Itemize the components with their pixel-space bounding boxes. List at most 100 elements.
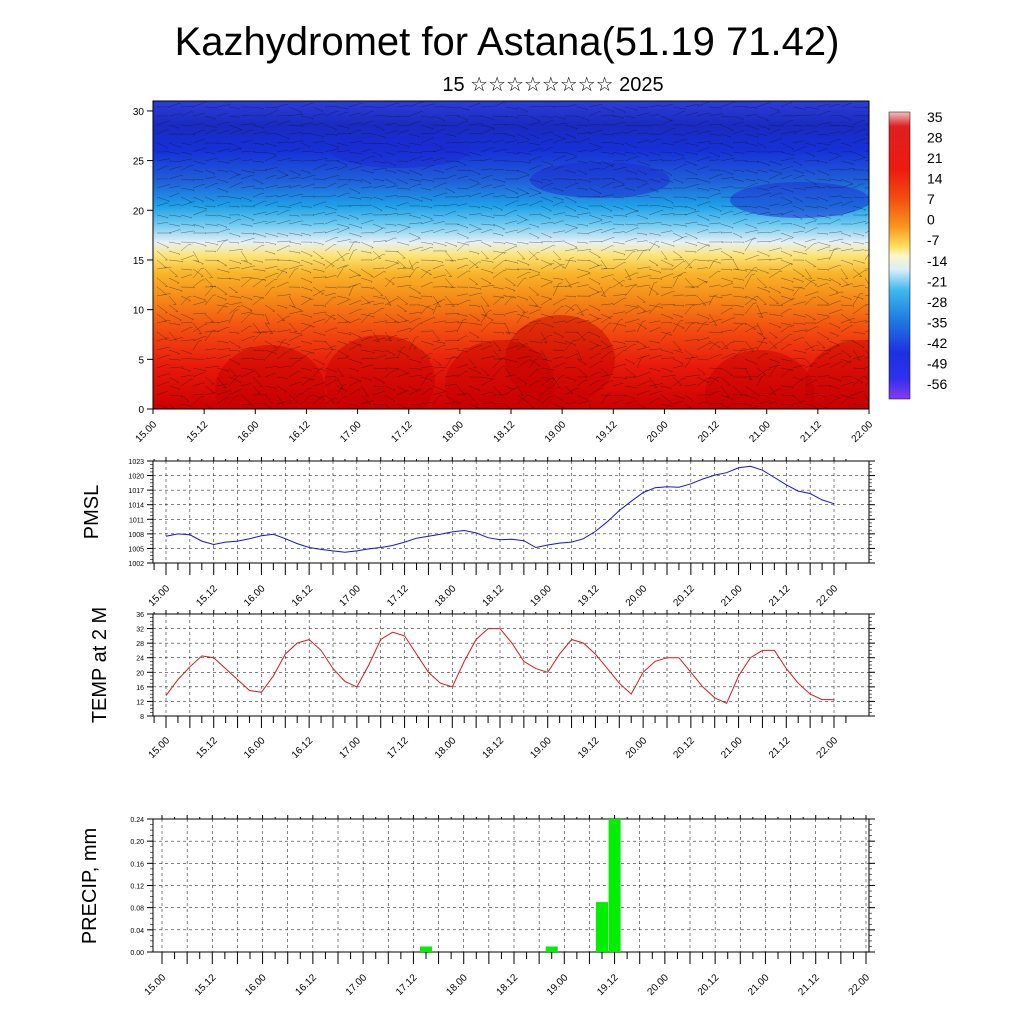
wind-barb-flag bbox=[709, 147, 711, 149]
wind-barb-flag bbox=[337, 110, 340, 112]
wind-barb bbox=[636, 304, 646, 312]
wind-barb bbox=[516, 394, 529, 403]
wind-barb bbox=[456, 128, 469, 135]
wind-barb-flag bbox=[777, 361, 780, 364]
wind-barb bbox=[528, 286, 539, 296]
x-tick-label: 18.12 bbox=[481, 583, 507, 609]
wind-barb bbox=[444, 374, 458, 378]
wind-barb bbox=[672, 157, 685, 162]
wind-barb-flag bbox=[674, 375, 676, 377]
wind-barb bbox=[264, 403, 273, 409]
x-tick-label: 17.00 bbox=[344, 972, 370, 998]
wind-barb-flag bbox=[205, 210, 207, 212]
wind-barb-flag bbox=[816, 227, 818, 229]
wind-barb bbox=[228, 358, 240, 365]
wind-barb bbox=[504, 196, 519, 198]
wind-barb bbox=[540, 295, 552, 300]
wind-barb bbox=[312, 212, 325, 216]
wind-barb bbox=[852, 349, 861, 361]
wind-barb-flag bbox=[393, 389, 396, 392]
wind-barb bbox=[288, 346, 300, 351]
wind-barb bbox=[516, 360, 527, 369]
wind-barb-flag bbox=[190, 217, 192, 219]
wind-barb bbox=[768, 185, 779, 189]
wind-barb bbox=[720, 115, 733, 118]
wind-barb bbox=[348, 250, 354, 261]
wind-barb-flag bbox=[612, 274, 614, 276]
wind-barb bbox=[744, 114, 757, 117]
wind-barb-flag bbox=[624, 363, 627, 366]
wind-barb-flag bbox=[302, 310, 304, 313]
wind-barb-flag bbox=[213, 173, 215, 175]
wind-barb-flag bbox=[856, 359, 861, 361]
wind-barb bbox=[540, 160, 553, 165]
wind-barb bbox=[492, 260, 505, 270]
wind-barb bbox=[420, 376, 433, 381]
wind-barb bbox=[492, 331, 504, 334]
wind-barb-flag bbox=[766, 120, 769, 122]
wind-barb bbox=[348, 376, 362, 382]
wind-barb-flag bbox=[194, 225, 196, 227]
wind-barb bbox=[600, 133, 614, 136]
wind-barb bbox=[480, 124, 495, 129]
wind-barb bbox=[852, 138, 866, 144]
wind-barb-flag bbox=[694, 199, 697, 201]
wind-barb bbox=[348, 241, 354, 252]
wind-barb-flag bbox=[767, 221, 770, 223]
wind-barb-flag bbox=[432, 137, 435, 139]
wind-barb bbox=[792, 124, 804, 127]
wind-barb bbox=[276, 245, 289, 252]
wind-barb-flag bbox=[799, 286, 803, 288]
wind-barb bbox=[828, 322, 841, 329]
wind-barb-flag bbox=[642, 320, 646, 323]
wind-barb bbox=[780, 369, 790, 378]
wind-barb bbox=[252, 124, 265, 129]
x-tick-label: 21.12 bbox=[767, 735, 793, 761]
wind-barb-flag bbox=[636, 109, 638, 111]
wind-barb-flag bbox=[323, 271, 325, 273]
wind-barb-flag bbox=[434, 103, 436, 105]
wind-barb-flag bbox=[372, 172, 374, 174]
wind-barb bbox=[240, 277, 252, 279]
wind-barb-flag bbox=[562, 356, 564, 358]
wind-barb bbox=[828, 202, 842, 207]
wind-barb bbox=[240, 259, 252, 265]
wind-barb bbox=[528, 252, 538, 261]
wind-barb-flag bbox=[274, 373, 277, 375]
wind-barb-flag bbox=[466, 351, 468, 353]
wind-barb bbox=[432, 214, 444, 217]
wind-barb-flag bbox=[610, 221, 612, 223]
wind-barb-flag bbox=[202, 372, 205, 374]
wind-barb bbox=[348, 102, 363, 108]
wind-barb-flag bbox=[516, 193, 518, 195]
wind-barb-flag bbox=[539, 274, 541, 276]
wind-barb bbox=[468, 367, 482, 374]
wind-barb-flag bbox=[274, 145, 277, 148]
wind-barb-flag bbox=[627, 278, 632, 281]
wind-barb-flag bbox=[359, 300, 362, 302]
wind-barb bbox=[276, 103, 287, 108]
wind-barb bbox=[288, 304, 302, 311]
wind-barb bbox=[288, 124, 303, 127]
wind-barb-flag bbox=[456, 357, 458, 359]
wind-barb bbox=[768, 268, 781, 270]
wind-barb bbox=[708, 159, 720, 162]
wind-barb-flag bbox=[308, 146, 311, 148]
wind-barb-flag bbox=[803, 175, 805, 177]
wind-barb bbox=[288, 269, 296, 279]
wind-barb-flag bbox=[226, 112, 228, 115]
wind-barb bbox=[696, 322, 709, 325]
wind-barb bbox=[708, 367, 721, 369]
wind-barb-flag bbox=[347, 357, 349, 359]
wind-barb bbox=[384, 331, 392, 341]
wind-barb bbox=[204, 106, 217, 109]
wind-barb bbox=[648, 340, 660, 343]
wind-barb-flag bbox=[215, 176, 217, 178]
wind-barb bbox=[360, 155, 374, 162]
wind-barb bbox=[660, 357, 674, 360]
wind-barb bbox=[264, 272, 278, 279]
wind-barb bbox=[660, 103, 673, 108]
wind-barb bbox=[288, 220, 303, 225]
wind-barb bbox=[828, 286, 839, 293]
wind-barb bbox=[600, 344, 613, 351]
